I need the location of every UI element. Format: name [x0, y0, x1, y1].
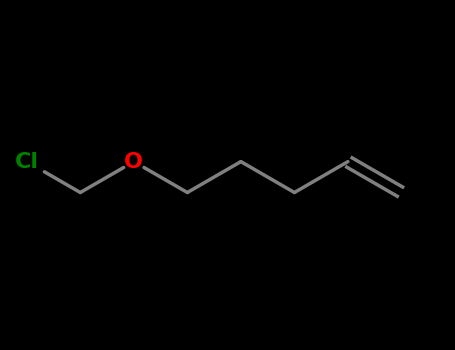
Text: O: O: [124, 152, 143, 172]
Text: Cl: Cl: [15, 152, 39, 172]
